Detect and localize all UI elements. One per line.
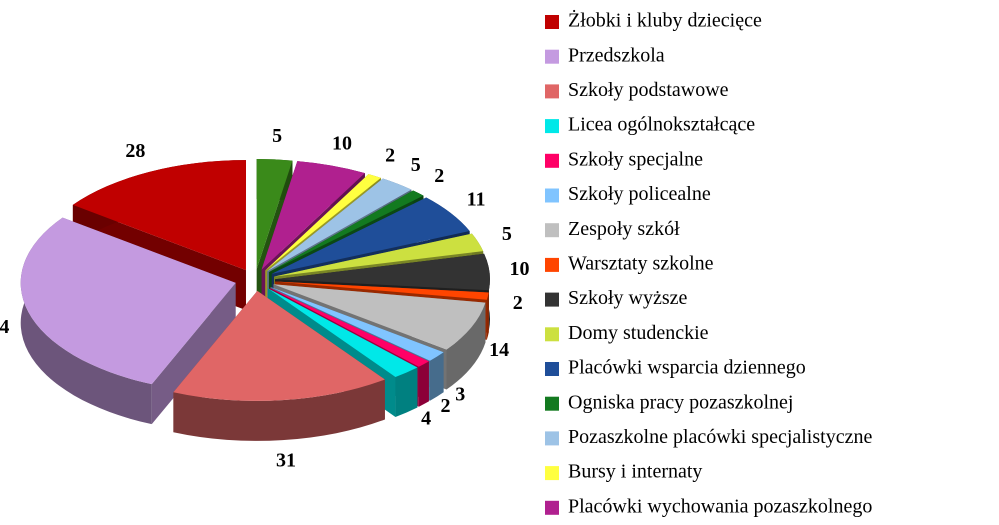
slice-wall <box>418 361 429 407</box>
slice <box>269 287 429 367</box>
legend-label: Szkoły policealne <box>568 183 711 205</box>
slice-wall <box>446 302 486 390</box>
slice-wall <box>429 352 444 401</box>
legend-swatch <box>545 257 559 272</box>
legend-swatch <box>545 466 559 481</box>
legend-swatch <box>545 119 559 134</box>
slice <box>274 281 489 300</box>
data-label: 5 <box>272 125 282 147</box>
tops <box>20 159 490 401</box>
legend-swatch <box>545 292 559 307</box>
legend-swatch <box>545 188 559 203</box>
slice <box>267 178 412 272</box>
legend-swatch <box>545 396 559 411</box>
slice <box>173 290 385 401</box>
data-label: 2 <box>434 165 444 187</box>
legend-label: Warsztaty szkolne <box>568 252 714 274</box>
legend-label: Przedszkola <box>568 44 665 66</box>
slice-wall <box>173 379 385 441</box>
data-label: 31 <box>276 449 296 471</box>
legend-label: Bursy i internaty <box>568 461 702 483</box>
slice <box>72 160 246 271</box>
legend-label: Szkoły wyższe <box>568 287 688 309</box>
legend-swatch <box>545 153 559 168</box>
slice <box>273 284 486 350</box>
legend-label: Żłobki i kluby dziecięce <box>568 9 762 32</box>
data-label: 3 <box>455 383 465 405</box>
slice <box>20 217 236 385</box>
slice <box>270 286 444 361</box>
data-label: 2 <box>513 292 523 314</box>
data-label: 28 <box>125 140 145 162</box>
legend-swatch <box>545 223 559 238</box>
data-label: 2 <box>385 145 395 167</box>
legend-label: Ogniska pracy pozaszkolnej <box>568 391 793 413</box>
legend-swatch <box>545 327 559 342</box>
data-label: 5 <box>411 154 421 176</box>
slice-wall <box>395 367 418 417</box>
data-label: 4 <box>421 407 431 429</box>
slice <box>274 233 484 277</box>
slice <box>267 288 418 377</box>
legend-label: Domy studenckie <box>568 322 709 344</box>
legend-swatch <box>545 500 559 515</box>
legend-label: Zespoły szkół <box>568 218 680 240</box>
legend-swatch <box>545 15 559 29</box>
legend-swatch <box>545 49 559 64</box>
data-label: 10 <box>510 258 530 280</box>
legend-label: Pozaszkolne placówki specjalistyczne <box>568 426 872 448</box>
legend-label: Placówki wsparcia dziennego <box>568 357 806 379</box>
data-label: 54 <box>0 316 9 338</box>
legend-swatch <box>545 84 559 99</box>
data-label: 11 <box>467 189 486 211</box>
slice <box>268 190 424 273</box>
slice-wall <box>486 292 489 340</box>
data-label: 5 <box>502 223 512 245</box>
slice <box>261 161 365 270</box>
slice <box>265 174 381 271</box>
data-label: 14 <box>489 339 509 361</box>
legend-label: Szkoły specjalne <box>568 148 703 170</box>
legend-label: Licea ogólnokształcące <box>568 114 755 136</box>
labels: 28543142314210511252105 <box>0 125 530 471</box>
data-label: 10 <box>332 133 352 155</box>
data-label: 2 <box>441 395 451 417</box>
legend-swatch <box>545 431 559 446</box>
slice-wall <box>20 217 152 425</box>
slice <box>271 197 470 274</box>
legend-label: Szkoły podstawowe <box>568 79 729 101</box>
slice <box>274 253 490 291</box>
legend-swatch <box>545 362 559 376</box>
slice <box>256 159 293 270</box>
legend-label: Placówki wychowania pozaszkolnego <box>568 495 872 517</box>
